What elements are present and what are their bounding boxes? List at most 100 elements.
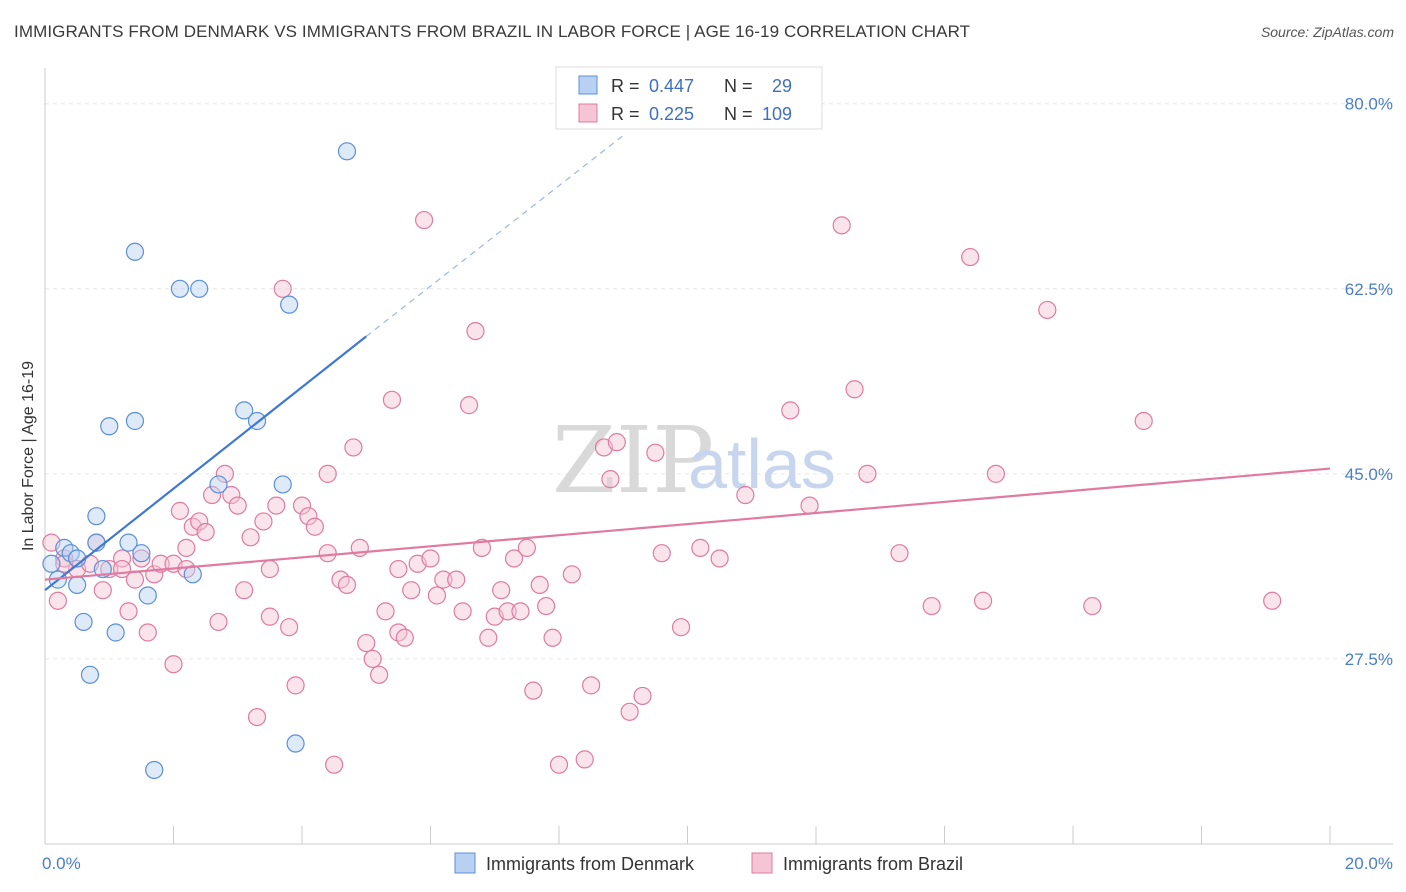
watermark-zip: ZIP: [552, 407, 714, 514]
brazil-point-12: [138, 623, 157, 642]
brazil-point-38: [305, 517, 324, 536]
brazil-point-104: [318, 544, 337, 563]
brazil-point-64: [498, 602, 517, 621]
brazil-point-49: [382, 390, 402, 409]
legend-r-value-brazil: 0.225: [649, 104, 694, 124]
brazil-point-52: [402, 581, 421, 600]
denmark-point-22: [273, 475, 292, 494]
bottom-legend-swatch-denmark: [454, 852, 476, 874]
denmark-point-19: [209, 475, 228, 494]
brazil-point-11: [132, 549, 151, 568]
series-brazil-points: [42, 210, 1282, 774]
brazil-point-106: [427, 586, 447, 605]
brazil-point-20: [190, 512, 209, 531]
brazil-point-48: [376, 602, 395, 621]
gridlines: [45, 103, 1393, 660]
bottom-legend-label-brazil: Immigrants from Brazil: [783, 854, 963, 874]
brazil-point-83: [671, 618, 691, 637]
brazil-point-68: [524, 681, 543, 700]
y-tick-labels: 27.5% 45.0% 62.5% 80.0%: [1345, 95, 1393, 669]
brazil-point-80: [633, 686, 652, 706]
brazil-point-60: [466, 321, 485, 341]
denmark-point-0: [42, 554, 61, 573]
brazil-point-26: [228, 496, 247, 515]
brazil-point-33: [273, 279, 292, 298]
brazil-point-93: [922, 596, 941, 616]
y-axis-title: In Labor Force | Age 16-19: [20, 361, 37, 551]
stats-legend: R = 0.447 N = 29 R = 0.225 N = 109: [555, 66, 823, 130]
brazil-point-36: [292, 496, 312, 515]
brazil-point-87: [781, 401, 800, 420]
denmark-point-11: [125, 411, 145, 431]
denmark-point-8: [100, 417, 119, 436]
brazil-point-91: [858, 464, 877, 483]
y-tick-label-0: 27.5%: [1345, 650, 1393, 669]
denmark-point-20: [235, 401, 254, 420]
brazil-point-89: [832, 216, 851, 235]
denmark-point-7: [87, 507, 106, 526]
series-denmark-points: [42, 142, 357, 780]
brazil-point-69: [530, 575, 549, 595]
brazil-point-62: [479, 628, 498, 647]
brazil-point-34: [280, 618, 299, 637]
brazil-point-81: [646, 443, 665, 462]
brazil-point-84: [691, 538, 710, 557]
denmark-point-12: [125, 242, 145, 261]
brazil-point-30: [254, 512, 273, 531]
brazil-point-66: [511, 602, 530, 621]
brazil-point-8: [112, 549, 132, 568]
brazil-point-82: [652, 544, 671, 563]
source-label: Source: ZipAtlas.com: [1260, 24, 1394, 40]
brazil-point-102: [177, 538, 196, 557]
brazil-point-103: [260, 559, 279, 579]
brazil-point-9: [119, 602, 138, 621]
brazil-point-16: [164, 655, 183, 674]
legend-n-label-brazil: N =: [724, 104, 753, 124]
denmark-point-15: [145, 760, 164, 780]
brazil-point-74: [575, 750, 594, 769]
denmark-point-3: [68, 575, 87, 595]
brazil-point-25: [222, 485, 241, 505]
brazil-point-35: [286, 676, 305, 695]
denmark-point-25: [337, 142, 357, 161]
brazil-point-79: [620, 702, 639, 721]
denmark-point-23: [280, 295, 299, 314]
y-tick-label-1: 45.0%: [1345, 465, 1393, 484]
brazil-point-27: [235, 581, 254, 600]
brazil-point-24: [215, 464, 234, 483]
brazil-point-107: [492, 581, 511, 600]
brazil-point-90: [845, 380, 864, 399]
denmark-point-13: [132, 544, 151, 563]
bottom-legend-swatch-brazil: [751, 852, 773, 874]
brazil-point-32: [267, 496, 286, 515]
y-tick-label-2: 62.5%: [1345, 280, 1393, 299]
brazil-point-39: [318, 464, 337, 483]
denmark-point-5: [80, 665, 100, 684]
denmark-point-4: [74, 612, 93, 632]
legend-swatch-brazil: [578, 103, 598, 123]
denmark-point-16: [170, 279, 190, 298]
brazil-point-67: [517, 538, 536, 557]
brazil-point-61: [472, 538, 491, 557]
brazil-point-92: [890, 544, 909, 563]
brazil-point-59: [459, 396, 479, 415]
y-tick-label-3: 80.0%: [1345, 95, 1393, 114]
legend-n-value-brazil: 109: [762, 104, 792, 124]
brazil-point-57: [447, 570, 466, 589]
denmark-point-14: [138, 586, 157, 605]
legend-n-label-denmark: N =: [724, 76, 753, 96]
brazil-point-70: [537, 596, 556, 616]
brazil-point-85: [710, 549, 729, 568]
legend-swatch-denmark: [578, 75, 598, 95]
brazil-point-75: [582, 676, 601, 695]
brazil-point-101: [112, 559, 132, 579]
brazil-point-47: [370, 665, 389, 684]
brazil-point-40: [325, 755, 344, 774]
brazil-point-37: [299, 507, 318, 526]
bottom-legend-label-denmark: Immigrants from Denmark: [486, 854, 695, 874]
brazil-point-31: [260, 607, 279, 626]
x-tick-label-max: 20.0%: [1345, 854, 1393, 873]
brazil-point-71: [543, 628, 562, 647]
brazil-point-72: [549, 755, 569, 774]
brazil-point-97: [1038, 300, 1057, 320]
